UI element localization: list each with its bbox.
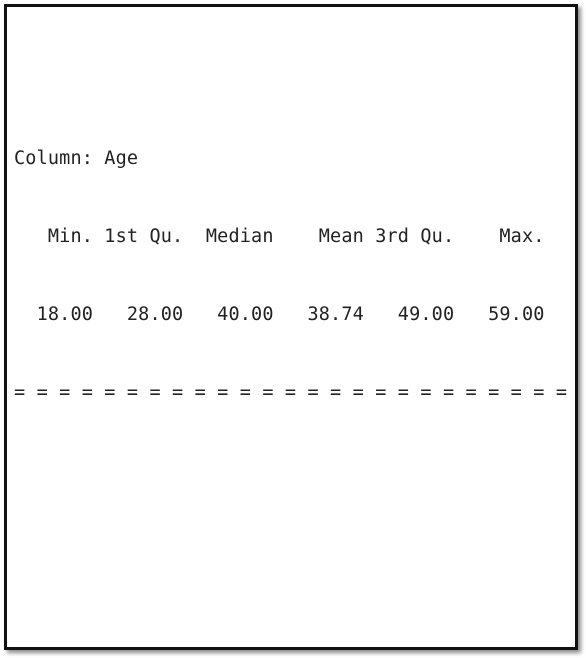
blank-line — [14, 510, 574, 536]
summary-header-row: Min. 1st Qu. Median Mean 3rd Qu. Max. — [14, 226, 556, 247]
column-title: Column: Age — [14, 148, 139, 169]
summary-block-weight: Column: Weight Min. 1st Qu. Median Mean … — [14, 614, 574, 647]
console-text: Column: Age Min. 1st Qu. Median Mean 3rd… — [14, 16, 574, 647]
summary-values-row: 18.00 28.00 40.00 38.74 49.00 59.00 — [14, 304, 556, 325]
separator-line: = = = = = = = = = = = = = = = = = = = = … — [14, 382, 574, 403]
summary-block-age: Column: Age Min. 1st Qu. Median Mean 3rd… — [14, 94, 574, 458]
console-output-panel: Column: Age Min. 1st Qu. Median Mean 3rd… — [4, 4, 578, 650]
